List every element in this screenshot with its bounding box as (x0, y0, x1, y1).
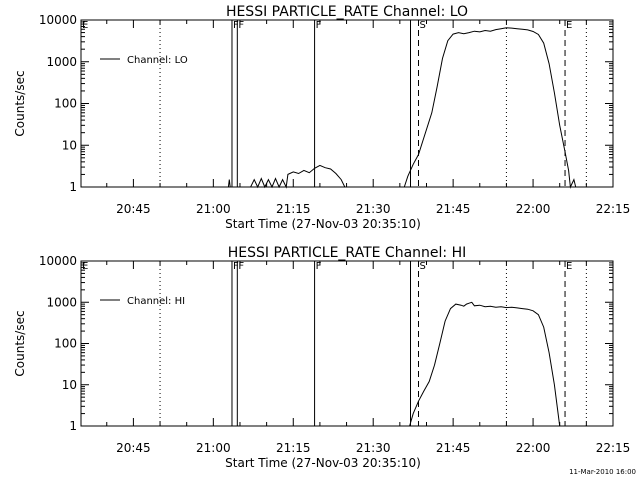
y-tick-label: 10000 (39, 254, 77, 268)
event-marker-label: F (233, 261, 239, 272)
panel-hi: HESSI PARTICLE_RATE Channel: HI 20:45 21:0… (13, 245, 630, 470)
x-tick-label: 21:00 (196, 441, 231, 455)
x-tick-label: 21:15 (276, 441, 311, 455)
x-tick-label: 21:30 (356, 441, 391, 455)
y-tick-label: 10000 (39, 13, 77, 27)
plot-frame (80, 260, 614, 427)
legend-label: Channel: HI (127, 296, 185, 307)
event-marker-label: S (419, 20, 425, 31)
event-marker-label: F (238, 20, 244, 31)
x-tick-label: 20:45 (116, 441, 151, 455)
x-tick-label: 21:15 (276, 202, 311, 216)
x-tick-label: 21:45 (436, 202, 471, 216)
event-marker-label: F (238, 261, 244, 272)
event-marker-label: E (82, 20, 88, 31)
y-tick-label: 1 (69, 180, 77, 194)
x-tick-label: 22:15 (596, 202, 631, 216)
event-marker-label: E (566, 20, 572, 31)
event-marker-label: E (566, 261, 572, 272)
event-marker-label: F (233, 20, 239, 31)
y-tick-label: 100 (54, 337, 77, 351)
chart-title: HESSI PARTICLE_RATE Channel: LO (226, 4, 468, 20)
x-tick-label: 20:45 (116, 202, 151, 216)
legend-label: Channel: LO (127, 55, 188, 66)
event-marker-label: F (316, 20, 322, 31)
x-tick-label: 21:00 (196, 202, 231, 216)
x-tick-label: 22:00 (516, 441, 551, 455)
chart-title: HESSI PARTICLE_RATE Channel: HI (228, 245, 466, 261)
y-tick-label: 100 (54, 97, 77, 111)
series-line (227, 27, 577, 189)
x-axis-label: Start Time (27-Nov-03 20:35:10) (225, 217, 421, 231)
y-tick-label: 1000 (46, 295, 77, 309)
footer-timestamp: 11-Mar-2010 16:00 (569, 468, 636, 476)
y-tick-label: 1000 (46, 55, 77, 69)
y-tick-label: 10 (62, 378, 77, 392)
y-axis-label: Counts/sec (13, 70, 27, 136)
event-marker-label: S (419, 261, 425, 272)
x-tick-label: 21:30 (356, 202, 391, 216)
event-marker-label: E (82, 261, 88, 272)
series-line (409, 301, 561, 427)
x-axis-label: Start Time (27-Nov-03 20:35:10) (225, 456, 421, 470)
panel-lo: HESSI PARTICLE_RATE Channel: LO 20:45 21:0… (13, 4, 630, 231)
y-axis-label: Counts/sec (13, 310, 27, 376)
x-tick-label: 21:45 (436, 441, 471, 455)
x-tick-label: 22:15 (596, 441, 631, 455)
y-tick-label: 1 (69, 419, 77, 433)
x-tick-label: 22:00 (516, 202, 551, 216)
y-tick-label: 10 (62, 138, 77, 152)
event-marker-label: F (316, 261, 322, 272)
plot-frame (80, 19, 614, 188)
